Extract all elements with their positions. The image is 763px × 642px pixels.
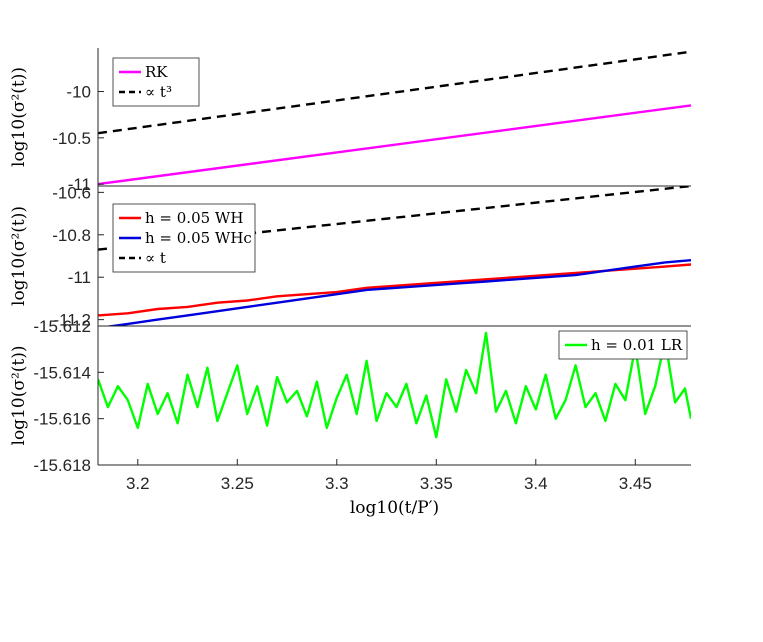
legend: h = 0.05 WH h = 0.05 WHc ∝ t [112,203,256,273]
legend: RK ∝ t³ [112,57,200,107]
x-tick-label: 3.25 [221,474,254,493]
y-tick-label: -10 [66,83,91,102]
x-tick-label: 3.35 [420,474,453,493]
panel-2: -11.2 -11 -10.8 -10.6 log10(σ²(t)) h = 0.05 W… [9,183,691,330]
legend-label: RK [145,63,168,81]
panel-3: -15.618 -15.616 -15.614 -15.612 3.2 3.25 3.3 3.… [9,317,691,518]
y-axis-label: log10(σ²(t)) [9,206,29,306]
y-tick-label: -10.6 [52,183,91,202]
series-line-1 [98,331,691,439]
y-axis-label: log10(σ²(t)) [9,67,29,167]
legend-label: h = 0.05 WH [145,209,243,227]
y-tick-label: -10.5 [52,129,91,148]
y-axis-label: log10(σ²(t)) [9,346,29,446]
panel-1: -11 -10.5 -10 log10(σ²(t)) RK ∝ t³ [9,48,691,194]
y-tick-label: -11 [68,175,91,194]
x-tick-label: 3.2 [126,474,150,493]
legend-box [112,57,200,107]
x-axis-label: log10(t/P′) [350,498,439,518]
x-tick-label: 3.3 [325,474,349,493]
x-tick-label: 3.45 [619,474,652,493]
series-group [98,186,691,326]
legend-label: h = 0.01 LR [591,336,683,354]
y-tick-label: -15.616 [33,410,91,429]
legend-label: ∝ t [145,249,166,267]
y-tick-label: -11.2 [54,311,92,330]
y-tick-label: -15.612 [33,317,91,336]
series-line-1 [98,104,691,186]
series-line-2 [98,50,691,135]
x-tick-label: 3.4 [524,474,548,493]
y-tick-label: -15.614 [33,363,91,382]
series-line-3 [98,186,691,251]
series-group [98,331,691,439]
series-line-2 [104,259,691,326]
y-tick-label: -11 [68,268,91,287]
y-tick-label: -15.618 [33,456,91,475]
legend-label: h = 0.05 WHc [145,229,252,247]
y-tick-label: -10.8 [52,226,91,245]
series-group [98,50,691,186]
legend-label: ∝ t³ [145,83,172,101]
legend: h = 0.01 LR [558,330,688,360]
